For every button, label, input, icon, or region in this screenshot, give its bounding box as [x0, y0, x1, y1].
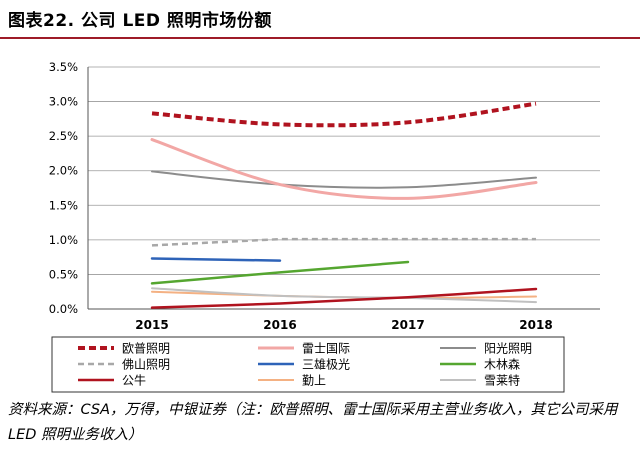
chart-title: 图表22. 公司 LED 照明市场份额 [8, 11, 272, 31]
x-tick-label: 2016 [263, 318, 296, 332]
series-lines [150, 101, 538, 309]
series-line [151, 287, 537, 304]
title-underline [0, 37, 640, 39]
series-line [150, 260, 410, 285]
legend-label: 欧普照明 [122, 342, 170, 356]
legend-box [51, 336, 565, 393]
x-tick-label: 2018 [519, 318, 552, 332]
legend-label: 勤上 [302, 374, 326, 388]
y-tick-label: 0.5% [49, 267, 78, 281]
x-axis-ticks: 2015 2016 2017 2018 [135, 318, 552, 332]
x-tick-label: 2017 [391, 318, 424, 332]
y-tick-label: 3.0% [49, 95, 78, 109]
legend-label: 木林森 [484, 357, 520, 372]
legend-label: 雷士国际 [302, 342, 350, 356]
line-chart: 0.0%0.5%1.0%1.5%2.0%2.5%3.0%3.5% 2015 201… [49, 60, 600, 393]
legend-label: 佛山照明 [122, 358, 170, 372]
legend-label: 公牛 [122, 373, 146, 388]
series-line [151, 101, 537, 128]
y-tick-label: 1.5% [49, 198, 78, 212]
grid-lines [87, 66, 600, 310]
series-line [150, 257, 282, 262]
series-line [150, 138, 538, 200]
series-line [151, 170, 537, 189]
legend-label: 阳光照明 [484, 342, 532, 356]
y-axis-ticks: 0.0% 0.5% 1.0% 1.5% 2.0% 2.5% 3.0% 3.5% [49, 60, 78, 316]
y-tick-label: 1.0% [49, 233, 78, 247]
series-line [151, 237, 536, 247]
y-tick-label: 3.5% [49, 60, 78, 74]
y-tick-label: 2.5% [49, 129, 78, 143]
series-line [150, 287, 538, 309]
x-tick-label: 2015 [135, 318, 168, 332]
y-tick-label: 0.0% [49, 302, 78, 316]
legend-label: 雪莱特 [484, 373, 520, 388]
y-tick-label: 2.0% [49, 164, 78, 178]
source-note: 资料来源：CSA，万得，中银证券（注：欧普照明、雷士国际采用主营业务收入，其它公… [8, 402, 618, 443]
legend-label: 三雄极光 [302, 357, 350, 372]
